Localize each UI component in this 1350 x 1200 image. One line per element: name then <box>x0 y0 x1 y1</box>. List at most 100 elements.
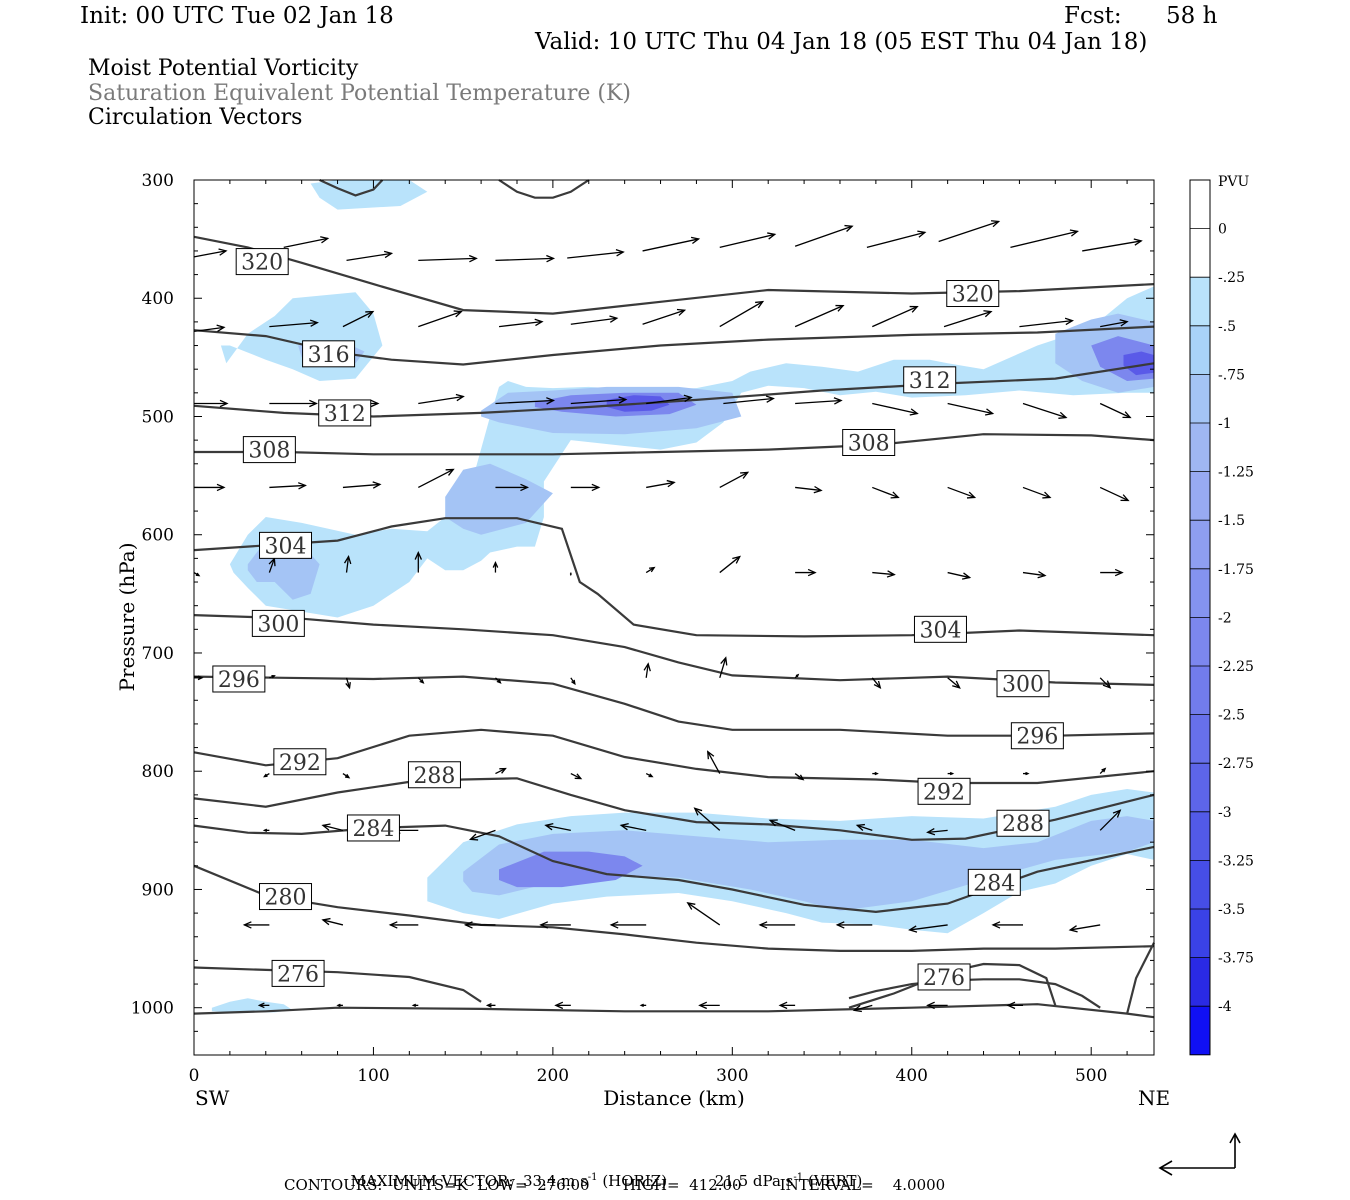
vector-shaft <box>345 677 351 688</box>
vector-head <box>917 230 927 238</box>
circulation-vector <box>1022 486 1052 499</box>
vector-shaft <box>769 819 796 831</box>
circulation-vector <box>1022 570 1047 579</box>
vector-head <box>886 570 896 578</box>
vector-head <box>852 1004 862 1013</box>
vector-shaft <box>723 397 774 405</box>
vector-head <box>468 254 478 263</box>
vector-shaft <box>1019 319 1073 328</box>
vector-shaft <box>621 824 647 831</box>
contour-line-c296 <box>193 675 1155 737</box>
vector-head <box>686 902 696 910</box>
circulation-vector <box>1023 771 1030 776</box>
vector-head <box>520 483 530 492</box>
colorbar-label: -3 <box>1218 805 1232 821</box>
circulation-vector <box>485 1002 496 1008</box>
contour-label-text: 284 <box>352 817 394 842</box>
contour-label: 300 <box>996 670 1050 698</box>
circulation-vector <box>686 902 721 926</box>
circulation-vector <box>991 921 1024 929</box>
vector-head <box>855 823 865 832</box>
vector-head <box>463 921 473 929</box>
contour-label-box <box>917 963 971 991</box>
vector-head <box>758 921 768 929</box>
circulation-vector <box>852 1004 873 1013</box>
vector-shaft <box>193 326 225 332</box>
vector-head <box>795 673 800 678</box>
contour-label-text: 308 <box>248 439 290 464</box>
contour-label: 276 <box>271 959 325 987</box>
vector-shaft <box>857 824 873 831</box>
vector-head <box>321 823 331 831</box>
contour-label: 276 <box>917 963 971 991</box>
vector-head <box>765 395 775 403</box>
circulation-vector <box>570 772 583 780</box>
vector-shaft <box>495 257 554 262</box>
circulation-vector <box>269 319 319 328</box>
vector-head <box>544 822 554 831</box>
colorbar-swatch <box>1190 568 1210 618</box>
contour-label: 304 <box>259 531 313 559</box>
vector-head <box>218 248 228 256</box>
vector-head <box>609 921 619 929</box>
vector-head <box>909 408 919 416</box>
vert-tag: (VERT) <box>807 1172 863 1190</box>
vector-shaft <box>947 677 961 689</box>
circulation-vector <box>1099 809 1122 831</box>
circulation-vector <box>1100 319 1129 328</box>
circulation-vector <box>943 310 993 328</box>
contour-label-text: 312 <box>909 369 951 394</box>
vector-shaft <box>495 399 554 405</box>
vector-head <box>639 1003 644 1008</box>
vector-shaft <box>268 558 275 573</box>
vector-shaft <box>927 829 948 833</box>
colorbar-label: -.25 <box>1218 270 1245 286</box>
circulation-vector <box>908 924 948 933</box>
colorbar-label: -.5 <box>1218 319 1236 335</box>
circulation-vector <box>855 823 873 832</box>
circulation-vector <box>321 823 344 831</box>
pv-shade-region <box>310 180 428 210</box>
vector-shaft <box>719 556 741 574</box>
colorbar-swatch <box>1190 811 1210 861</box>
vector-head <box>807 568 817 577</box>
circulation-vector <box>414 550 423 573</box>
plot-frame <box>193 179 1155 1056</box>
circulation-vector <box>569 572 572 577</box>
circulation-vector <box>269 399 318 408</box>
colorbar-swatch <box>1190 471 1210 521</box>
vector-shaft <box>947 402 993 415</box>
contour-label-box <box>271 959 325 987</box>
contour-label-box <box>913 615 967 643</box>
vector-shaft <box>570 317 617 325</box>
vector-head <box>1025 771 1030 776</box>
colorbar-label: -1 <box>1218 416 1232 432</box>
contour-label: 280 <box>259 883 313 911</box>
circulation-vector <box>495 254 556 263</box>
vector-head <box>370 399 380 408</box>
circulation-vector <box>926 1001 948 1010</box>
vector-head <box>768 819 778 827</box>
vector-shaft <box>646 396 692 405</box>
pv-shade-region <box>1123 351 1154 376</box>
vector-shaft <box>342 483 380 489</box>
circulation-vector <box>1099 767 1107 775</box>
circulation-vector <box>639 1003 647 1008</box>
colorbar-swatch <box>1190 1006 1210 1055</box>
contour-label: 304 <box>913 615 967 643</box>
circulation-vector <box>872 402 919 416</box>
circulation-vector <box>719 555 741 574</box>
vector-shaft <box>1099 677 1111 689</box>
colorbar-swatch <box>1190 325 1210 375</box>
circulation-vector <box>544 822 571 831</box>
contour-label: 320 <box>235 248 289 276</box>
contour-label-box <box>251 609 305 637</box>
vector-shaft <box>1099 486 1129 502</box>
colorbar-label: -1.75 <box>1218 562 1254 578</box>
vector-head <box>813 485 823 494</box>
contour-label: 316 <box>302 340 356 368</box>
vector-head <box>755 300 765 309</box>
vector-head <box>648 773 654 778</box>
vector-shaft <box>322 919 344 926</box>
pv-shade-region <box>499 851 643 888</box>
